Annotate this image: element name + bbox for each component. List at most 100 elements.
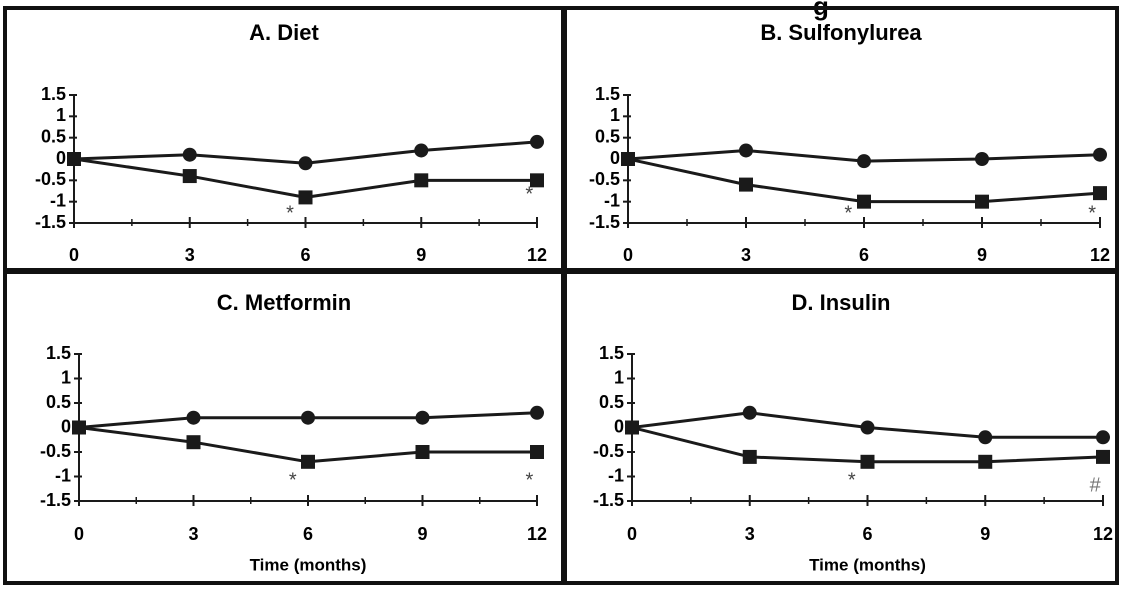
y-tick-label: -0.5 — [40, 441, 71, 461]
data-point-square — [739, 177, 753, 192]
data-point-circle — [1093, 147, 1107, 162]
data-point-square — [414, 173, 429, 188]
x-tick-label: 0 — [69, 245, 79, 265]
annotation-hash: # — [1090, 475, 1102, 497]
y-tick-label: -1.5 — [40, 490, 71, 510]
y-tick-label: 1 — [56, 105, 66, 125]
data-point-square — [857, 194, 871, 209]
panel-title: C. Metformin — [217, 290, 351, 315]
y-tick-label: -0.5 — [589, 169, 620, 189]
data-point-square — [301, 454, 315, 469]
y-tick-label: 1.5 — [46, 343, 71, 363]
data-point-circle — [742, 405, 757, 420]
y-tick-label: 0 — [56, 148, 66, 168]
y-tick-label: 1.5 — [595, 84, 620, 104]
x-tick-label: 3 — [745, 524, 755, 544]
annotation-asterisk: * — [1088, 203, 1096, 225]
y-tick-label: -0.5 — [593, 441, 624, 461]
data-point-square — [742, 449, 757, 464]
panel-frame — [3, 6, 565, 272]
panel-title: B. Sulfonylurea — [760, 20, 922, 45]
panel-title: D. Insulin — [792, 290, 891, 315]
x-tick-label: 9 — [417, 524, 427, 544]
annotation-asterisk: * — [525, 470, 533, 492]
x-tick-label: 0 — [627, 524, 637, 544]
x-tick-label: 9 — [977, 245, 987, 265]
y-tick-label: -0.5 — [35, 169, 66, 189]
x-tick-label: 12 — [1093, 524, 1113, 544]
data-point-square — [186, 435, 201, 450]
x-tick-label: 9 — [980, 524, 990, 544]
data-point-square — [975, 194, 989, 209]
y-tick-label: -1 — [608, 465, 624, 485]
y-tick-label: 0.5 — [599, 392, 624, 412]
y-tick-label: 0 — [614, 416, 624, 436]
y-tick-label: -1 — [50, 190, 66, 210]
y-tick-label: 1 — [614, 367, 624, 387]
panel-frame — [563, 270, 1119, 585]
y-tick-label: -1.5 — [589, 212, 620, 232]
y-tick-label: -1.5 — [593, 490, 624, 510]
data-point-circle — [414, 143, 429, 158]
top-title-fragment: g — [813, 0, 829, 21]
data-point-circle — [301, 410, 315, 425]
data-point-circle — [415, 410, 430, 425]
y-tick-label: 0 — [610, 148, 620, 168]
data-point-circle — [1096, 430, 1110, 445]
data-point-circle — [739, 143, 753, 158]
x-tick-label: 12 — [1090, 245, 1110, 265]
data-point-circle — [975, 152, 989, 166]
x-tick-label: 3 — [741, 245, 751, 265]
data-point-circle — [298, 156, 313, 171]
y-tick-label: 0 — [61, 416, 71, 436]
data-point-circle — [857, 154, 871, 169]
annotation-asterisk: * — [286, 203, 294, 225]
y-tick-label: 0.5 — [595, 126, 620, 146]
data-point-circle — [186, 410, 201, 425]
data-point-square — [182, 169, 197, 184]
y-tick-label: -1.5 — [35, 212, 66, 232]
data-point-square — [978, 454, 993, 469]
annotation-asterisk: * — [844, 203, 852, 225]
y-tick-label: 0.5 — [41, 126, 66, 146]
data-point-circle — [530, 134, 544, 149]
data-point-square — [860, 454, 875, 469]
data-point-square — [530, 173, 544, 188]
data-point-circle — [182, 147, 197, 162]
x-axis-title: Time (months) — [250, 555, 367, 574]
x-tick-label: 3 — [188, 524, 198, 544]
y-tick-label: -1 — [604, 190, 620, 210]
panel-frame — [563, 6, 1119, 272]
x-tick-label: 0 — [74, 524, 84, 544]
data-point-circle — [860, 420, 875, 435]
data-point-square — [1093, 186, 1107, 201]
panel-title: A. Diet — [249, 20, 319, 45]
x-tick-label: 9 — [416, 245, 426, 265]
data-point-square — [621, 152, 635, 166]
data-point-square — [1096, 449, 1110, 464]
x-tick-label: 6 — [300, 245, 310, 265]
y-tick-label: 1 — [61, 367, 71, 387]
x-tick-label: 12 — [527, 245, 547, 265]
x-tick-label: 0 — [623, 245, 633, 265]
data-point-square — [298, 190, 313, 205]
data-point-square — [67, 152, 81, 166]
annotation-asterisk: * — [525, 184, 533, 206]
y-tick-label: 1 — [610, 105, 620, 125]
data-point-circle — [978, 430, 993, 445]
x-axis-title: Time (months) — [809, 555, 926, 574]
x-tick-label: 6 — [303, 524, 313, 544]
x-tick-label: 6 — [862, 524, 872, 544]
y-tick-label: -1 — [55, 465, 71, 485]
y-tick-label: 1.5 — [41, 84, 66, 104]
x-tick-label: 12 — [527, 524, 547, 544]
data-point-square — [72, 420, 86, 435]
data-point-square — [415, 445, 430, 459]
annotation-asterisk: * — [848, 470, 856, 492]
